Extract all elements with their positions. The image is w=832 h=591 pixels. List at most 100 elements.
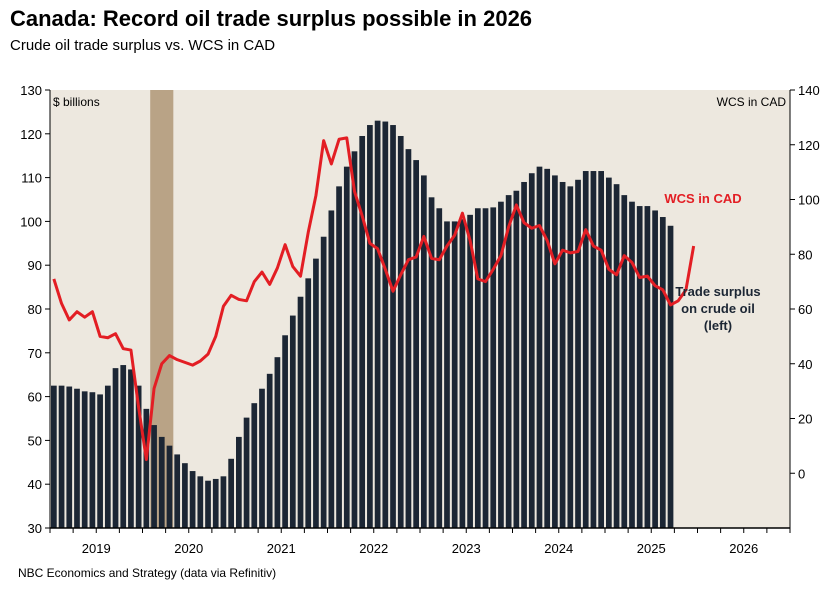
bar — [328, 210, 335, 528]
bar — [467, 214, 473, 528]
right-tick-label: 120 — [798, 138, 820, 153]
recession-shading — [150, 90, 174, 528]
bar — [498, 201, 504, 528]
bar — [58, 385, 65, 528]
right-tick-label: 20 — [798, 412, 812, 427]
bar — [629, 201, 635, 528]
bar — [81, 391, 88, 528]
trade-surplus-annotation: Trade surplus — [675, 284, 760, 299]
bar — [104, 385, 111, 528]
trade-surplus-annotation: on crude oil — [681, 301, 755, 316]
left-tick-label: 40 — [28, 477, 42, 492]
bar — [621, 195, 628, 528]
bar — [289, 315, 296, 528]
bar — [436, 208, 443, 528]
bar — [343, 166, 350, 528]
bar — [559, 181, 566, 529]
right-tick-label: 100 — [798, 193, 820, 208]
bar — [128, 369, 134, 528]
left-tick-label: 90 — [28, 258, 42, 273]
bar — [598, 171, 604, 528]
wcs-line — [52, 136, 696, 462]
bar — [212, 478, 219, 528]
right-tick-label: 40 — [798, 357, 812, 372]
bar — [490, 207, 497, 528]
bar — [351, 151, 358, 528]
bar — [182, 463, 188, 528]
oil-trade-chart: 2019 2020 2021 2022 2023 2024 2025 2026 30 40 50 60… — [20, 83, 820, 556]
chart-subtitle: Crude oil trade surplus vs. WCS in CAD — [10, 37, 276, 54]
trade-surplus-annotation: (left) — [704, 318, 732, 333]
left-tick-label: 130 — [20, 83, 42, 98]
bar — [652, 210, 658, 528]
bar — [243, 417, 250, 528]
bar — [251, 403, 258, 528]
bar — [66, 386, 73, 528]
bar — [544, 168, 551, 528]
left-tick-label: 30 — [28, 521, 42, 536]
bar — [89, 392, 96, 528]
bar — [51, 385, 57, 528]
bar — [444, 221, 450, 528]
bar — [274, 357, 281, 528]
bar — [135, 385, 142, 528]
bar — [636, 206, 643, 528]
bar — [482, 208, 489, 528]
bar — [151, 425, 157, 528]
bar — [552, 175, 558, 528]
bar — [367, 125, 373, 528]
right-unit-label: WCS in CAD — [717, 95, 787, 109]
bar — [236, 436, 242, 528]
bar — [521, 181, 527, 529]
bar — [397, 135, 404, 529]
bar — [459, 219, 466, 528]
chart-title: Canada: Record oil trade surplus possibl… — [10, 6, 533, 31]
x-tick-label: 2025 — [637, 541, 666, 556]
bar — [143, 408, 150, 528]
bar — [405, 149, 412, 528]
bar — [266, 373, 273, 528]
bar — [567, 186, 574, 529]
left-unit-label: $ billions — [53, 95, 100, 109]
bar — [374, 120, 381, 528]
bar — [189, 471, 196, 528]
bar — [228, 458, 234, 528]
bar — [451, 221, 458, 528]
bar — [582, 171, 589, 528]
x-tick-label: 2020 — [174, 541, 203, 556]
bar — [336, 186, 342, 529]
wcs-annotation: WCS in CAD — [664, 191, 741, 206]
bar — [313, 258, 319, 528]
bar — [428, 197, 435, 528]
right-tick-label: 80 — [798, 247, 812, 262]
bar — [259, 388, 265, 528]
right-tick-label: 60 — [798, 302, 812, 317]
bar — [205, 480, 211, 528]
bar — [528, 173, 535, 528]
bar — [112, 368, 119, 528]
bar — [590, 171, 597, 528]
x-tick-label: 2023 — [452, 541, 481, 556]
left-tick-label: 120 — [20, 127, 42, 142]
bar — [74, 388, 80, 528]
left-tick-label: 100 — [20, 214, 42, 229]
bar — [659, 217, 666, 528]
bar — [197, 476, 204, 528]
bar — [220, 476, 227, 528]
bar — [282, 335, 288, 528]
bar — [390, 125, 396, 528]
bar — [606, 177, 612, 528]
bar — [474, 208, 481, 528]
bar — [158, 436, 165, 528]
x-tick-label: 2024 — [544, 541, 573, 556]
bar — [536, 166, 543, 528]
x-tick-label: 2022 — [359, 541, 388, 556]
bar — [297, 296, 304, 528]
left-tick-label: 50 — [28, 433, 42, 448]
left-tick-label: 110 — [21, 171, 42, 186]
left-tick-label: 80 — [28, 302, 42, 317]
bar — [575, 179, 581, 529]
chart-source: NBC Economics and Strategy (data via Ref… — [18, 566, 277, 580]
bar — [97, 394, 103, 528]
left-tick-label: 70 — [28, 346, 42, 361]
